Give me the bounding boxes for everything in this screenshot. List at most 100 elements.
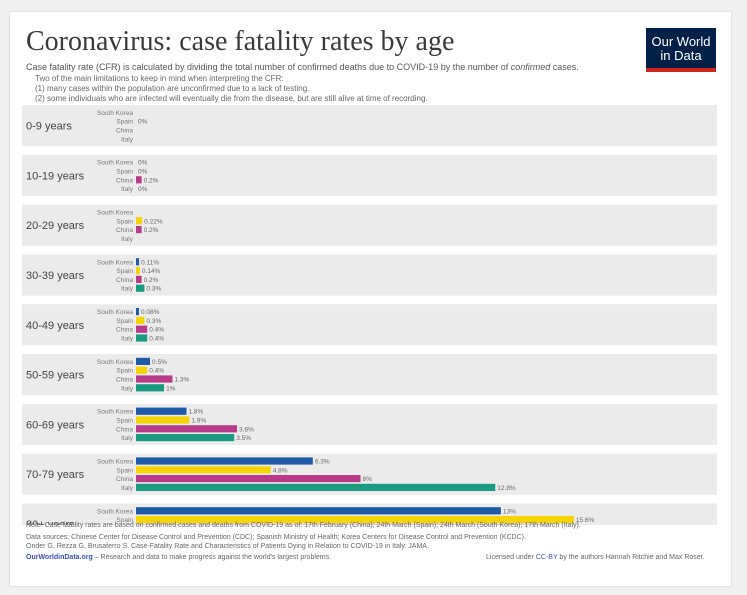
value-label: 1.3% [174,377,189,384]
bar [136,325,148,333]
license-post: by the authors Hannah Ritchie and Max Ro… [557,554,705,561]
value-label: 0.3% [146,286,161,293]
country-label: South Korea [97,309,134,316]
country-label: South Korea [97,409,134,416]
country-label: China [116,377,133,384]
country-label: South Korea [97,359,134,366]
value-label: 0.4% [149,368,164,375]
bar [136,507,501,515]
owid-logo[interactable]: Our World in Data [646,28,716,72]
country-label: China [116,277,133,284]
value-label: 0.4% [149,327,164,334]
value-label: 4.8% [273,467,288,474]
bar [136,457,313,465]
country-label: Italy [121,236,134,243]
value-label: 0.2% [144,227,159,234]
age-group-panel [22,105,717,147]
value-label: 1.8% [189,409,204,416]
value-label: 0% [138,160,148,167]
bar [136,516,574,524]
age-group-label: 0-9 years [26,121,72,133]
country-label: Italy [121,186,134,193]
country-label: Italy [121,435,134,442]
age-group-label: 60-69 years [26,419,85,431]
country-label: Italy [121,336,134,343]
bar [136,226,142,234]
bar [136,357,151,365]
bar [136,316,145,324]
bar [136,375,173,383]
value-label: 0.08% [141,309,160,316]
license-text: Licensed under CC-BY by the authors Hann… [486,554,705,561]
bar [136,217,143,225]
bar [136,258,140,266]
age-group-label: 10-19 years [26,170,85,182]
country-label: Italy [121,485,134,492]
bar [136,334,148,342]
country-label: Spain [116,218,133,225]
age-group-panel [22,204,717,246]
bar [136,284,145,292]
chart-title: Coronavirus: case fatality rates by age [26,26,455,57]
bar [136,434,235,442]
value-label: 12.8% [497,485,516,492]
country-label: China [116,327,133,334]
country-label: China [116,128,133,135]
value-label: 13% [503,508,516,515]
bar [136,407,187,415]
footer-note: Note: Case fatality rates are based on c… [26,522,581,529]
country-label: South Korea [97,160,134,167]
country-label: South Korea [97,210,134,217]
country-label: Spain [116,368,133,375]
logo-line: Our World [651,34,711,49]
limitations-note: (2) some individuals who are infected wi… [35,94,428,103]
bar [136,366,148,374]
country-label: China [116,177,133,184]
value-label: 15.6% [576,517,595,524]
owid-link[interactable]: OurWorldinData.org [26,554,93,561]
bar [136,416,190,424]
country-label: Spain [116,318,133,325]
bar [136,483,496,491]
limitations-note: Two of the main limitations to keep in m… [35,74,284,83]
bar [136,176,142,184]
country-label: Spain [116,418,133,425]
bar [136,275,142,283]
country-label: China [116,426,133,433]
footer-sources: Onder G, Rezza G, Brusaferro S. Case-Fat… [26,543,429,550]
subtitle-emphasis: confirmed [510,62,551,72]
value-label: 1.9% [191,418,206,425]
value-label: 0% [138,169,148,176]
value-label: 0.11% [141,259,159,266]
value-label: 0.22% [144,218,163,225]
country-label: Spain [116,169,133,176]
country-label: Spain [116,517,133,524]
age-group-label: 30-39 years [26,270,85,282]
chart-card: Coronavirus: case fatality rates by age … [9,11,732,587]
value-label: 3.5% [236,435,251,442]
value-label: 0.14% [142,268,161,275]
value-label: 0.5% [152,359,167,366]
footer-owid: OurWorldinData.org – Research and data t… [26,554,331,561]
country-label: South Korea [97,508,134,515]
value-label: 0.2% [144,177,159,184]
limitations-note: (1) many cases within the population are… [35,84,310,93]
country-label: Italy [121,385,134,392]
chart-subtitle: Case fatality rate (CFR) is calculated b… [26,62,579,72]
bar [136,466,271,474]
value-label: 0% [138,119,148,126]
license-pre: Licensed under [486,554,536,561]
owid-tagline: – Research and data to make progress aga… [92,554,332,561]
country-label: South Korea [97,459,134,466]
country-label: Italy [121,136,134,143]
age-group-label: 70-79 years [26,469,85,481]
cc-by-link[interactable]: CC-BY [535,554,558,561]
value-label: 0.3% [146,318,161,325]
logo-line: in Data [660,48,702,63]
value-label: 8% [363,476,373,483]
bar [136,425,238,433]
country-label: South Korea [97,259,134,266]
value-label: 0% [138,186,148,193]
country-label: Spain [116,467,133,474]
